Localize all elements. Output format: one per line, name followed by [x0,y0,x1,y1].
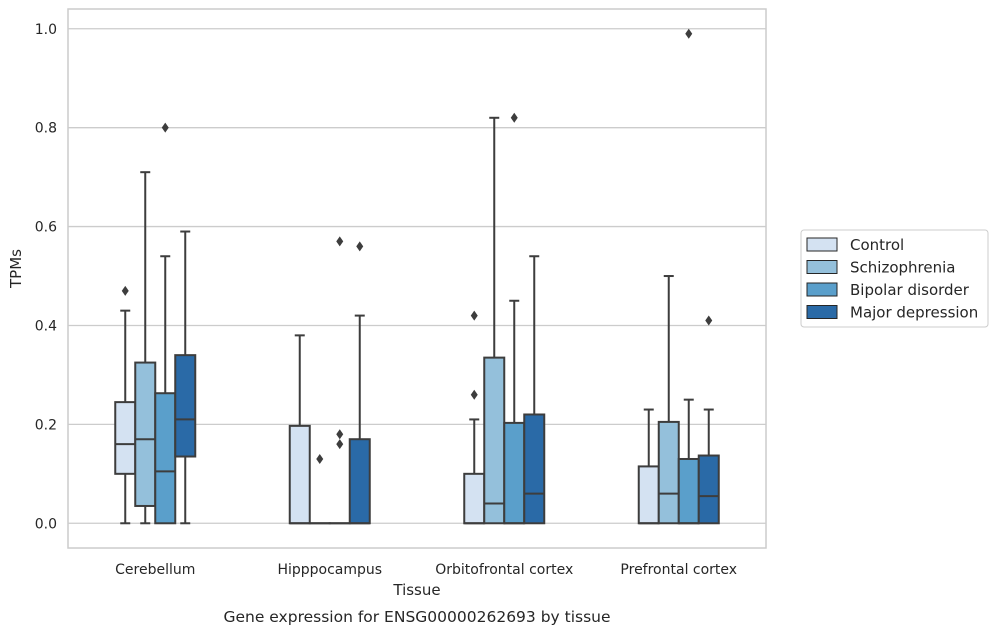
outlier-point [510,112,518,123]
box-group [697,315,720,525]
y-axis-label: TPMs [7,249,25,289]
box [657,420,680,525]
legend-frame [800,229,989,328]
box-group [154,122,177,525]
legend: Control Schizophrenia Bipolar disorder Majo… [800,229,989,328]
box [677,457,700,525]
box [114,401,137,475]
y-tick-label: 0.4 [35,318,57,334]
box-group [637,408,660,525]
outlier-point [470,389,478,400]
box-group [174,230,197,525]
box-group [523,255,546,525]
box [288,424,311,525]
outlier-point [336,429,344,440]
box [134,361,157,507]
box-group [348,241,371,525]
box [154,392,177,525]
plot-frame [67,8,767,549]
outlier-point [336,439,344,450]
outlier-point [470,310,478,321]
y-tick-label: 0.8 [35,121,57,137]
box [503,421,526,525]
box [637,465,660,525]
legend-label: Control [850,236,904,254]
box-group [288,334,311,525]
box-group [657,275,680,525]
box [483,356,506,525]
legend-swatch [806,237,838,252]
box [348,438,371,525]
y-tick-label: 1.0 [35,22,57,38]
y-tick-label: 0.0 [35,516,57,532]
x-axis-label: Tissue [392,581,440,599]
legend-swatch [806,305,838,319]
box [174,354,197,458]
box-group [503,112,526,525]
outlier-point [121,285,129,296]
box-marks [114,28,720,525]
legend-label: Bipolar disorder [850,281,970,299]
box [463,472,486,525]
y-tick-label: 0.2 [35,417,57,433]
box-group [677,28,700,525]
legend-label: Schizophrenia [850,259,955,277]
box-group [114,285,137,525]
box-group [308,453,331,525]
box-group [483,116,506,525]
outlier-point [161,122,169,133]
legend-swatch [806,282,838,297]
outlier-point [316,453,324,464]
box [523,413,546,525]
x-tick-label: Cerebellum [115,562,195,578]
box-group [328,236,351,525]
x-tick-labels: Cerebellum Hipppocampus Orbitofrontal cort… [115,562,737,578]
y-tick-labels: 0.0 0.2 0.4 0.6 0.8 1.0 [35,22,57,532]
box-group [463,310,486,525]
y-tick-label: 0.6 [35,220,57,236]
x-tick-label: Orbitofrontal cortex [435,562,573,578]
chart-caption: Gene expression for ENSG00000262693 by t… [223,608,610,626]
x-tick-label: Hipppocampus [277,562,382,578]
outlier-point [336,236,344,247]
outlier-point [356,241,364,252]
legend-label: Major depression [850,304,978,322]
box [697,454,720,525]
outlier-point [705,315,713,326]
x-tick-label: Prefrontal cortex [620,562,737,578]
legend-swatch [806,260,838,274]
box-group [134,171,157,525]
outlier-point [685,28,693,39]
